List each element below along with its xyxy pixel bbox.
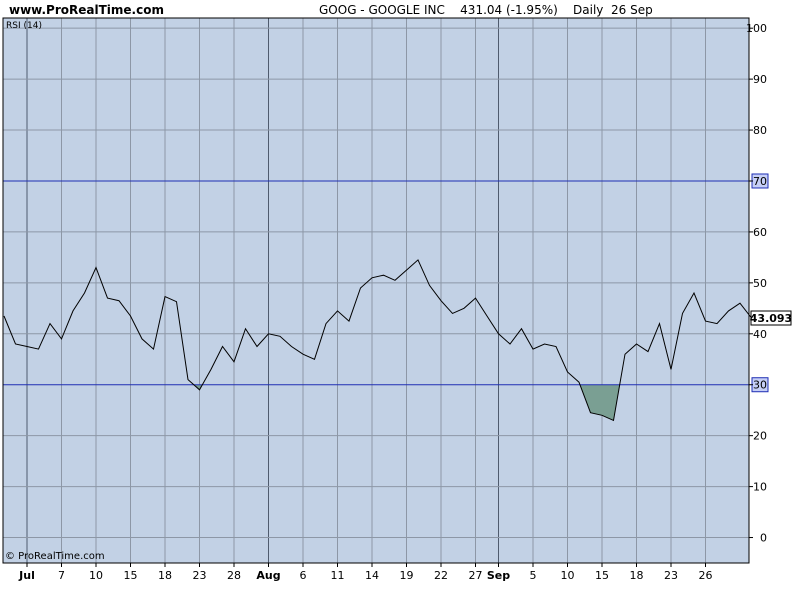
- y-tick-label: 100: [746, 22, 767, 35]
- y-tick-label: 0: [760, 532, 767, 545]
- plot-area: [3, 18, 749, 563]
- x-axis: Jul 7 10 15 18 23 28 Aug 6 11 14 19 22 27 Sep 5 10 15 18 23…: [18, 563, 713, 582]
- oversold-fill-segment: [590, 384, 602, 416]
- copyright-text: © ProRealTime.com: [5, 551, 105, 562]
- x-tick-label: 15: [595, 569, 609, 582]
- x-tick-label: 28: [227, 569, 241, 582]
- x-tick-label: Sep: [487, 569, 510, 582]
- y-axis: 0 10 20 40 50 60 80 90 100: [746, 22, 767, 544]
- level-label: 30: [753, 379, 767, 392]
- x-tick-label: 27: [469, 569, 483, 582]
- x-tick-label: 5: [530, 569, 537, 582]
- y-tick-label: 20: [753, 430, 767, 443]
- x-tick-label: 14: [365, 569, 379, 582]
- level-lines: 70 30: [3, 173, 769, 393]
- x-tick-label: 15: [124, 569, 138, 582]
- y-tick-label: 60: [753, 226, 767, 239]
- vertical-gridlines: [26, 18, 706, 563]
- y-tick-label: 40: [753, 328, 767, 341]
- x-tick-label: 22: [434, 569, 448, 582]
- x-tick-label: Aug: [256, 569, 280, 582]
- rsi-series-line: [3, 259, 752, 422]
- x-tick-label: 18: [630, 569, 644, 582]
- x-tick-label: 10: [89, 569, 103, 582]
- current-value-label: 43.093: [750, 312, 792, 325]
- x-tick-label: 11: [331, 569, 345, 582]
- x-tick-label: 6: [300, 569, 307, 582]
- level-label: 70: [753, 175, 767, 188]
- plot-border: [2, 17, 750, 564]
- oversold-fill-segment: [602, 384, 614, 421]
- site-name: www.ProRealTime.com: [9, 3, 164, 17]
- horizontal-gridlines: [3, 27, 749, 539]
- x-tick-label: 23: [193, 569, 207, 582]
- chart-title: GOOG - GOOGLE INC 431.04 (-1.95%) Daily …: [319, 3, 653, 17]
- y-tick-label: 80: [753, 124, 767, 137]
- x-tick-label: Jul: [18, 569, 35, 582]
- y-tick-label: 50: [753, 277, 767, 290]
- x-tick-label: 7: [58, 569, 65, 582]
- x-tick-label: 23: [664, 569, 678, 582]
- value-badge-box: [750, 310, 792, 326]
- x-tick-label: 18: [158, 569, 172, 582]
- indicator-label: RSI (14): [6, 21, 42, 31]
- current-value-badge: 43.093: [750, 310, 792, 326]
- y-tick-label: 90: [753, 73, 767, 86]
- x-tick-label: 19: [400, 569, 414, 582]
- y-tick-label: 10: [753, 481, 767, 494]
- x-tick-label: 26: [699, 569, 713, 582]
- x-tick-label: 10: [561, 569, 575, 582]
